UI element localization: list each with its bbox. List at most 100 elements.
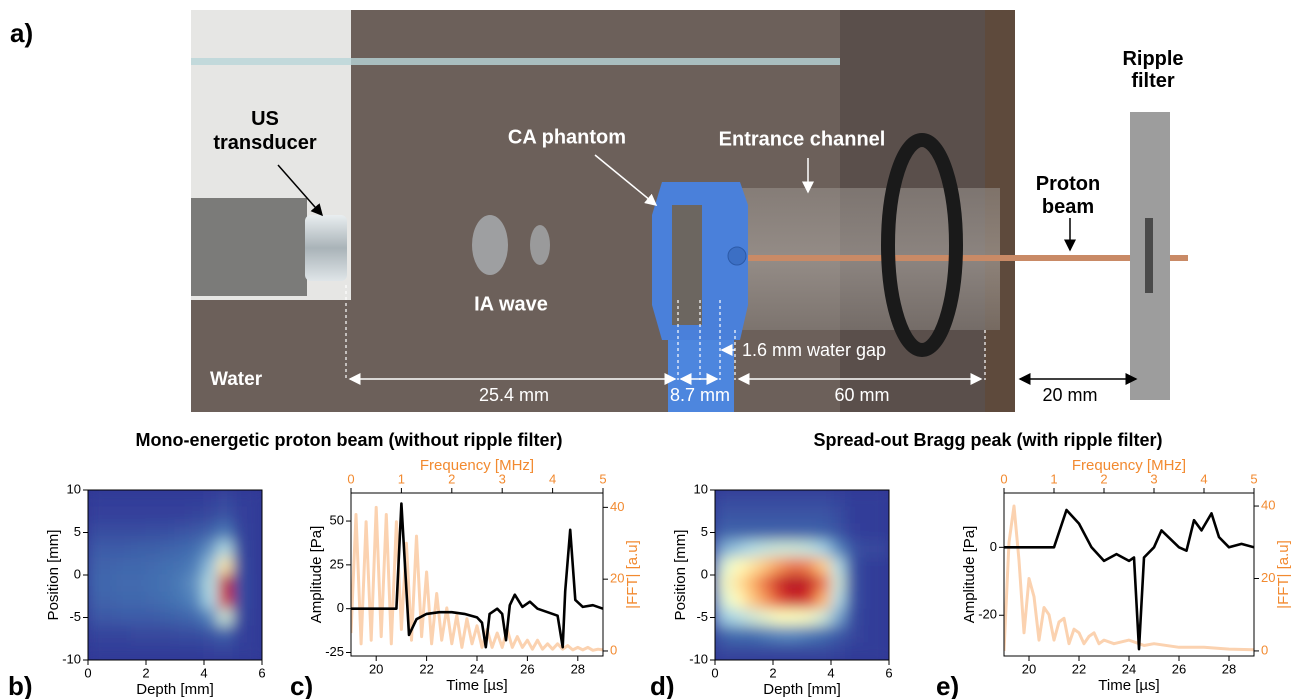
x-tick-label: 20 <box>369 661 383 676</box>
heatmap-cell <box>102 592 118 610</box>
heatmap-cell <box>175 609 191 627</box>
heatmap-cell <box>860 541 876 559</box>
heatmap-cell <box>831 626 847 644</box>
heatmap-cell <box>773 507 789 525</box>
heatmap-cell <box>787 626 803 644</box>
heatmap-cell <box>175 643 191 661</box>
heatmap-cell <box>831 490 847 508</box>
heatmap-cell <box>787 507 803 525</box>
x-tick-label: 24 <box>1122 661 1136 676</box>
y-tick-label: 25 <box>330 556 344 571</box>
dimension-label: 8.7 mm <box>670 385 730 405</box>
heatmap-cell <box>729 626 745 644</box>
heatmap-cell <box>729 541 745 559</box>
heatmap-cell <box>802 558 818 576</box>
heatmap-cell <box>787 575 803 593</box>
heatmap-cell <box>247 643 263 661</box>
heatmap-cell <box>247 592 263 610</box>
y-tick-label: -25 <box>325 644 344 659</box>
x2-axis-label: Frequency [MHz] <box>420 457 534 474</box>
heatmap-cell <box>831 541 847 559</box>
x-tick-label: 2 <box>769 665 776 680</box>
heatmap-cell <box>146 558 162 576</box>
heatmap-cell <box>189 507 205 525</box>
heatmap-cell <box>787 558 803 576</box>
heatmap-cell <box>744 626 760 644</box>
heatmap-cell <box>204 609 220 627</box>
heatmap-cell <box>715 507 731 525</box>
heatmap-cell <box>831 507 847 525</box>
heatmap-cell <box>773 609 789 627</box>
x-tick-label: 28 <box>1222 661 1236 676</box>
heatmap-cell <box>233 558 249 576</box>
heatmap-cell <box>189 490 205 508</box>
heatmap-cell <box>131 541 147 559</box>
heatmap-cell <box>758 592 774 610</box>
heatmap-cell <box>787 592 803 610</box>
heatmap-cell <box>758 490 774 508</box>
heatmap-cell <box>758 609 774 627</box>
ia-wave-front <box>530 225 550 265</box>
heatmap-cell <box>860 592 876 610</box>
heatmap-cell <box>773 541 789 559</box>
figure: UStransducer CA phantom Entrance channel… <box>0 0 1293 699</box>
scene-label: IA wave <box>474 293 548 315</box>
heatmap-cell <box>874 575 890 593</box>
heatmap-cell <box>802 626 818 644</box>
y-axis-label: Position [mm] <box>45 530 62 621</box>
heatmap-cell <box>773 490 789 508</box>
y-tick-label: -10 <box>689 651 708 666</box>
heatmap-cell <box>131 592 147 610</box>
y-tick-label: -5 <box>696 609 708 624</box>
heatmap-cell <box>802 643 818 661</box>
heatmap-cell <box>816 490 832 508</box>
section-title: Mono-energetic proton beam (without ripp… <box>136 430 563 450</box>
panel-label: d) <box>650 671 675 699</box>
heatmap-cell <box>117 592 133 610</box>
scene-label: Water <box>210 369 263 390</box>
heatmap-cell <box>189 541 205 559</box>
heatmap-cell <box>233 507 249 525</box>
x2-tick-label: 4 <box>549 471 556 486</box>
heatmap-cell <box>233 592 249 610</box>
heatmap-cell <box>88 643 104 661</box>
y2-tick-label: 20 <box>610 571 624 586</box>
heatmap-cell <box>802 490 818 508</box>
heatmap-cell <box>874 541 890 559</box>
scene-label: Entrance channel <box>719 128 886 150</box>
heatmap-cell <box>802 507 818 525</box>
heatmap-cell <box>860 507 876 525</box>
heatmap-cell <box>874 643 890 661</box>
scene-label: Protonbeam <box>1036 173 1100 218</box>
heatmap-cell <box>744 592 760 610</box>
heatmap-cell <box>204 592 220 610</box>
heatmap-cell <box>88 490 104 508</box>
heatmap-cell <box>146 643 162 661</box>
heatmap-cell <box>102 490 118 508</box>
heatmap-cell <box>204 524 220 542</box>
heatmap-cell <box>160 592 176 610</box>
heatmap-cell <box>773 575 789 593</box>
heatmap-cell <box>131 524 147 542</box>
heatmap-cell <box>758 541 774 559</box>
heatmap-cell <box>758 507 774 525</box>
scene-label: Ripplefilter <box>1122 48 1183 92</box>
heatmap-cell <box>218 609 234 627</box>
heatmap-cell <box>831 558 847 576</box>
heatmap-cell <box>729 490 745 508</box>
x-tick-label: 2 <box>142 665 149 680</box>
heatmap-cell <box>146 609 162 627</box>
heatmap-cell <box>175 524 191 542</box>
heatmap-cell <box>744 524 760 542</box>
heatmap-cell <box>102 541 118 559</box>
heatmap-cells <box>715 490 890 661</box>
heatmap-cell <box>189 558 205 576</box>
dimension-label: 60 mm <box>834 385 889 405</box>
heatmap-cell <box>715 626 731 644</box>
y-tick-label: 0 <box>74 566 81 581</box>
heatmap-cell <box>117 507 133 525</box>
heatmap-cell <box>787 490 803 508</box>
heatmap-cell <box>845 507 861 525</box>
heatmap-cell <box>758 626 774 644</box>
